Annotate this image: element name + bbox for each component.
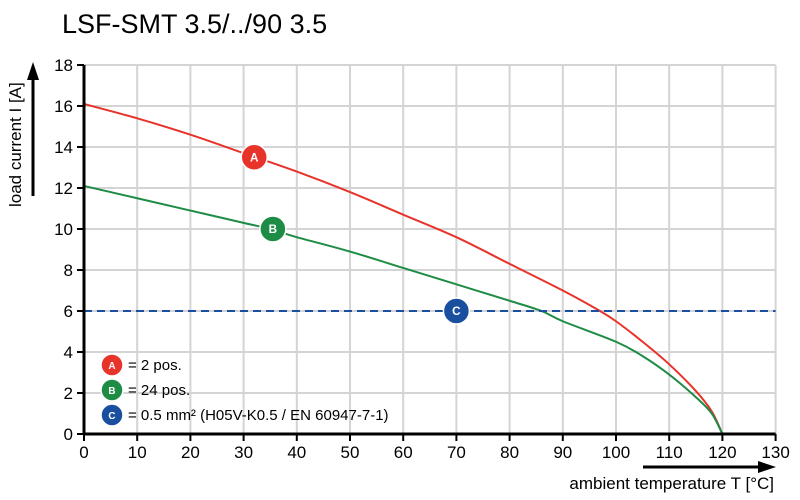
- x-tick-label: 110: [656, 443, 683, 462]
- y-tick-label: 6: [64, 302, 73, 321]
- marker-circle: [100, 378, 124, 402]
- x-tick-label: 40: [287, 443, 306, 462]
- x-tick-label: 100: [602, 443, 630, 462]
- marker-circle: [442, 297, 471, 325]
- chart-title: LSF-SMT 3.5/../90 3.5: [62, 9, 327, 39]
- marker-circle: [100, 403, 124, 427]
- marker-circle: [100, 353, 124, 377]
- y-axis-arrow: [27, 62, 39, 196]
- x-axis-arrow: [643, 461, 776, 473]
- series-group: [83, 102, 776, 435]
- x-tick-label: 130: [761, 443, 789, 462]
- y-tick-label: 2: [64, 384, 73, 403]
- x-tick-label: 60: [394, 443, 413, 462]
- x-tick-label: 30: [234, 443, 253, 462]
- x-tick-label: 90: [553, 443, 572, 462]
- axes: 0 10 20 30 40 50 60 70 80 90 100 110 120 130 0 2 4 6 8 10 12…: [54, 56, 790, 462]
- marker-c: C: [442, 297, 471, 325]
- x-tick-label: 0: [79, 443, 88, 462]
- y-tick-label: 12: [54, 179, 73, 198]
- x-tick-label: 120: [708, 443, 736, 462]
- marker-label: A: [250, 151, 259, 164]
- marker-b: B: [259, 215, 287, 243]
- marker-label: A: [108, 361, 115, 372]
- marker-b: B: [100, 378, 124, 402]
- marker-label: B: [269, 223, 277, 236]
- legend-item-text: = 24 pos.: [128, 382, 190, 399]
- y-tick-label: 16: [54, 97, 73, 116]
- y-tick-label: 10: [54, 220, 73, 239]
- series-line-a: [83, 102, 724, 435]
- marker-a: A: [240, 143, 268, 171]
- grid: [84, 64, 777, 434]
- x-tick-label: 70: [447, 443, 466, 462]
- marker-label: C: [108, 411, 115, 422]
- markers: A B C: [240, 143, 471, 325]
- marker-c: C: [100, 403, 124, 427]
- series-line-b: [83, 184, 724, 435]
- marker-circle: [240, 143, 268, 171]
- x-tick-label: 20: [181, 443, 200, 462]
- legend-item-text: = 2 pos.: [128, 357, 182, 374]
- y-tick-label: 18: [54, 56, 73, 75]
- y-tick-label: 8: [64, 261, 73, 280]
- marker-label: B: [108, 386, 115, 397]
- legend-item-text: = 0.5 mm² (H05V-K0.5 / EN 60947-7-1): [128, 407, 389, 424]
- x-tick-label: 50: [341, 443, 360, 462]
- marker-circle: [259, 215, 287, 243]
- marker-a: A: [100, 353, 124, 377]
- marker-label: C: [452, 305, 461, 318]
- y-tick-label: 14: [54, 138, 73, 157]
- legend: A = 2 pos. B = 24 pos. C = 0.5 mm² (H05V-K0.5…: [100, 353, 389, 427]
- x-tick-label: 10: [128, 443, 147, 462]
- y-axis-label: load current I [A]: [6, 82, 25, 207]
- x-axis-label: ambient temperature T [°C]: [569, 474, 774, 493]
- y-tick-label: 4: [64, 343, 73, 362]
- x-tick-label: 80: [500, 443, 519, 462]
- y-tick-label: 0: [64, 425, 73, 444]
